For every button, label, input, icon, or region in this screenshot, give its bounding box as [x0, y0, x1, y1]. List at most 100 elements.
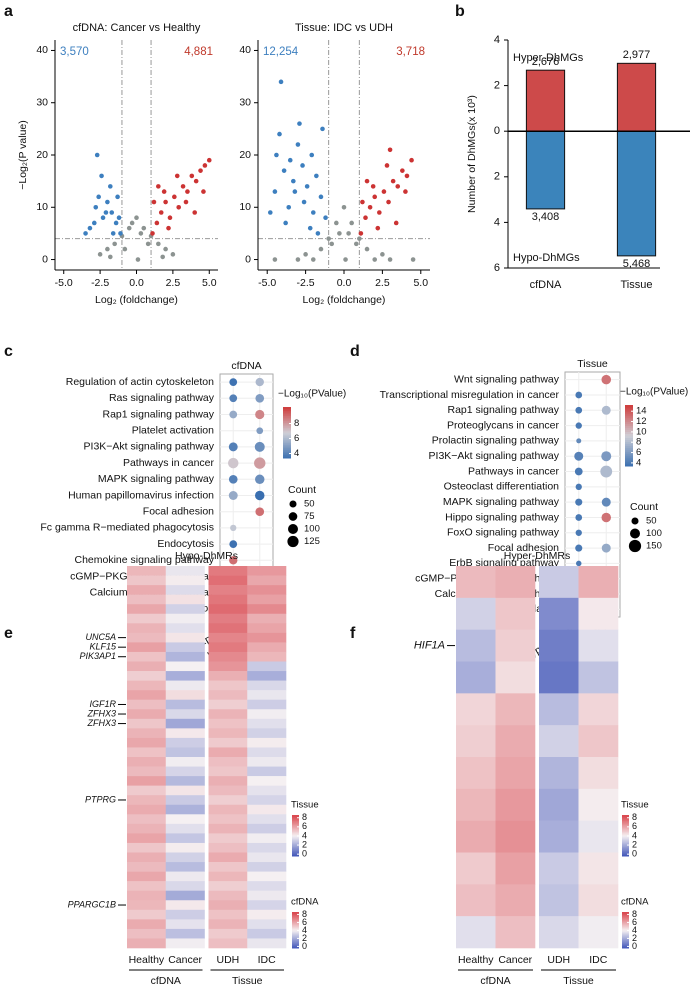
- colorbar-cell: [283, 407, 291, 410]
- colorbar-cell: [283, 452, 291, 456]
- point: [363, 215, 368, 221]
- heatmap-cell: [165, 680, 205, 691]
- count-annotation: 12,254: [263, 46, 299, 58]
- value-label: 2,676: [532, 56, 560, 68]
- x-axis-label: Log₂ (foldchange): [303, 294, 386, 306]
- colorbar-cell: [622, 942, 629, 944]
- heatmap-cell: [539, 725, 579, 758]
- colorbar-cell: [622, 821, 629, 824]
- heatmap-cell: [165, 747, 205, 758]
- point: [286, 204, 292, 210]
- y-tick-label: 30: [36, 97, 48, 109]
- heatmap-cell: [127, 938, 167, 949]
- colorbar-cell: [292, 922, 299, 925]
- heatmap-cell: [127, 881, 167, 891]
- colorbar-cell: [625, 447, 633, 451]
- colorbar-cell: [622, 940, 629, 943]
- colorbar-tick-label: 6: [632, 917, 637, 927]
- heatmap-cell: [208, 709, 248, 720]
- colorbar-cell: [622, 850, 629, 853]
- colorbar-cell: [622, 931, 629, 933]
- colorbar-cell: [625, 455, 633, 459]
- dot: [601, 374, 611, 385]
- point: [172, 194, 177, 200]
- heatmap-cell: [208, 890, 248, 901]
- heatmap-cell: [127, 776, 167, 786]
- heatmap-cell: [247, 566, 287, 576]
- point: [115, 194, 120, 200]
- heatmap-cell: [456, 661, 496, 694]
- heatmap-cell: [127, 852, 167, 863]
- point: [109, 210, 115, 215]
- colorbar-cell: [292, 824, 299, 827]
- point: [151, 199, 157, 205]
- colorbar-cell: [292, 847, 299, 850]
- point: [96, 194, 101, 200]
- size-legend-label: 50: [646, 516, 657, 527]
- point: [145, 241, 151, 247]
- heatmap-cell: [247, 804, 287, 815]
- colorbar-cell: [625, 435, 633, 439]
- point: [272, 189, 278, 194]
- heatmap-cell: [165, 890, 205, 901]
- colorbar-cell: [283, 420, 291, 423]
- point: [323, 215, 328, 221]
- heatmap-cell: [165, 642, 205, 653]
- heatmap-cell: [165, 833, 205, 844]
- category-label: PI3K−Akt signaling pathway: [84, 441, 215, 453]
- colorbar-cell: [622, 927, 629, 930]
- heatmap-cell: [165, 632, 205, 643]
- dot: [601, 405, 611, 415]
- size-legend-label: 150: [646, 541, 662, 552]
- heatmap-cell: [208, 862, 248, 872]
- colorbar-cell: [292, 934, 299, 937]
- point: [370, 184, 376, 189]
- heatmap-cell: [456, 757, 496, 790]
- heatmap-cell: [539, 661, 579, 694]
- heatmap-cell: [247, 938, 287, 949]
- heatmap-cell: [578, 629, 619, 662]
- colorbar-cell: [292, 825, 299, 828]
- colorbar-cell: [622, 922, 629, 925]
- group-label: cfDNA: [480, 975, 510, 987]
- colorbar-cell: [622, 936, 629, 938]
- colorbar-cell: [622, 854, 629, 857]
- heatmap-cell: [247, 919, 287, 930]
- heatmap-cell: [165, 814, 205, 825]
- bar: [616, 130, 657, 257]
- colorbar-cell: [625, 407, 633, 410]
- heatmap-cell: [247, 833, 287, 844]
- colorbar-cell: [622, 842, 629, 845]
- colorbar-cell: [622, 843, 629, 846]
- colorbar-cell: [283, 441, 291, 444]
- point: [278, 79, 284, 85]
- y-tick-label: 20: [239, 149, 251, 161]
- colorbar-cell: [622, 912, 629, 914]
- plot-title: Tissue: [577, 358, 608, 370]
- heatmap-cell: [127, 833, 167, 844]
- colorbar-cell: [622, 851, 629, 854]
- heatmap-cell: [165, 690, 205, 700]
- heatmap-cell: [247, 823, 287, 834]
- colorbar-cell: [283, 429, 291, 432]
- heatmap-cell: [247, 680, 287, 691]
- heatmap-cell: [165, 785, 205, 796]
- point: [126, 225, 132, 231]
- colorbar-cell: [292, 939, 299, 942]
- point: [100, 215, 106, 221]
- dot: [575, 391, 583, 399]
- colorbar-cell: [283, 422, 291, 425]
- heatmap-cell: [456, 820, 496, 853]
- point: [318, 194, 324, 200]
- heatmap-cell: [208, 671, 248, 681]
- point: [189, 173, 195, 179]
- point: [93, 204, 99, 210]
- category-label: Fc gamma R−mediated phagocytosis: [40, 522, 214, 534]
- heatmap-cell: [247, 718, 287, 729]
- point: [364, 246, 370, 252]
- colorbar-cell: [283, 424, 291, 427]
- point: [198, 168, 203, 173]
- heatmap-cell: [247, 909, 287, 920]
- y-tick-label: 10: [36, 201, 48, 213]
- colorbar-tick-label: 4: [302, 925, 307, 935]
